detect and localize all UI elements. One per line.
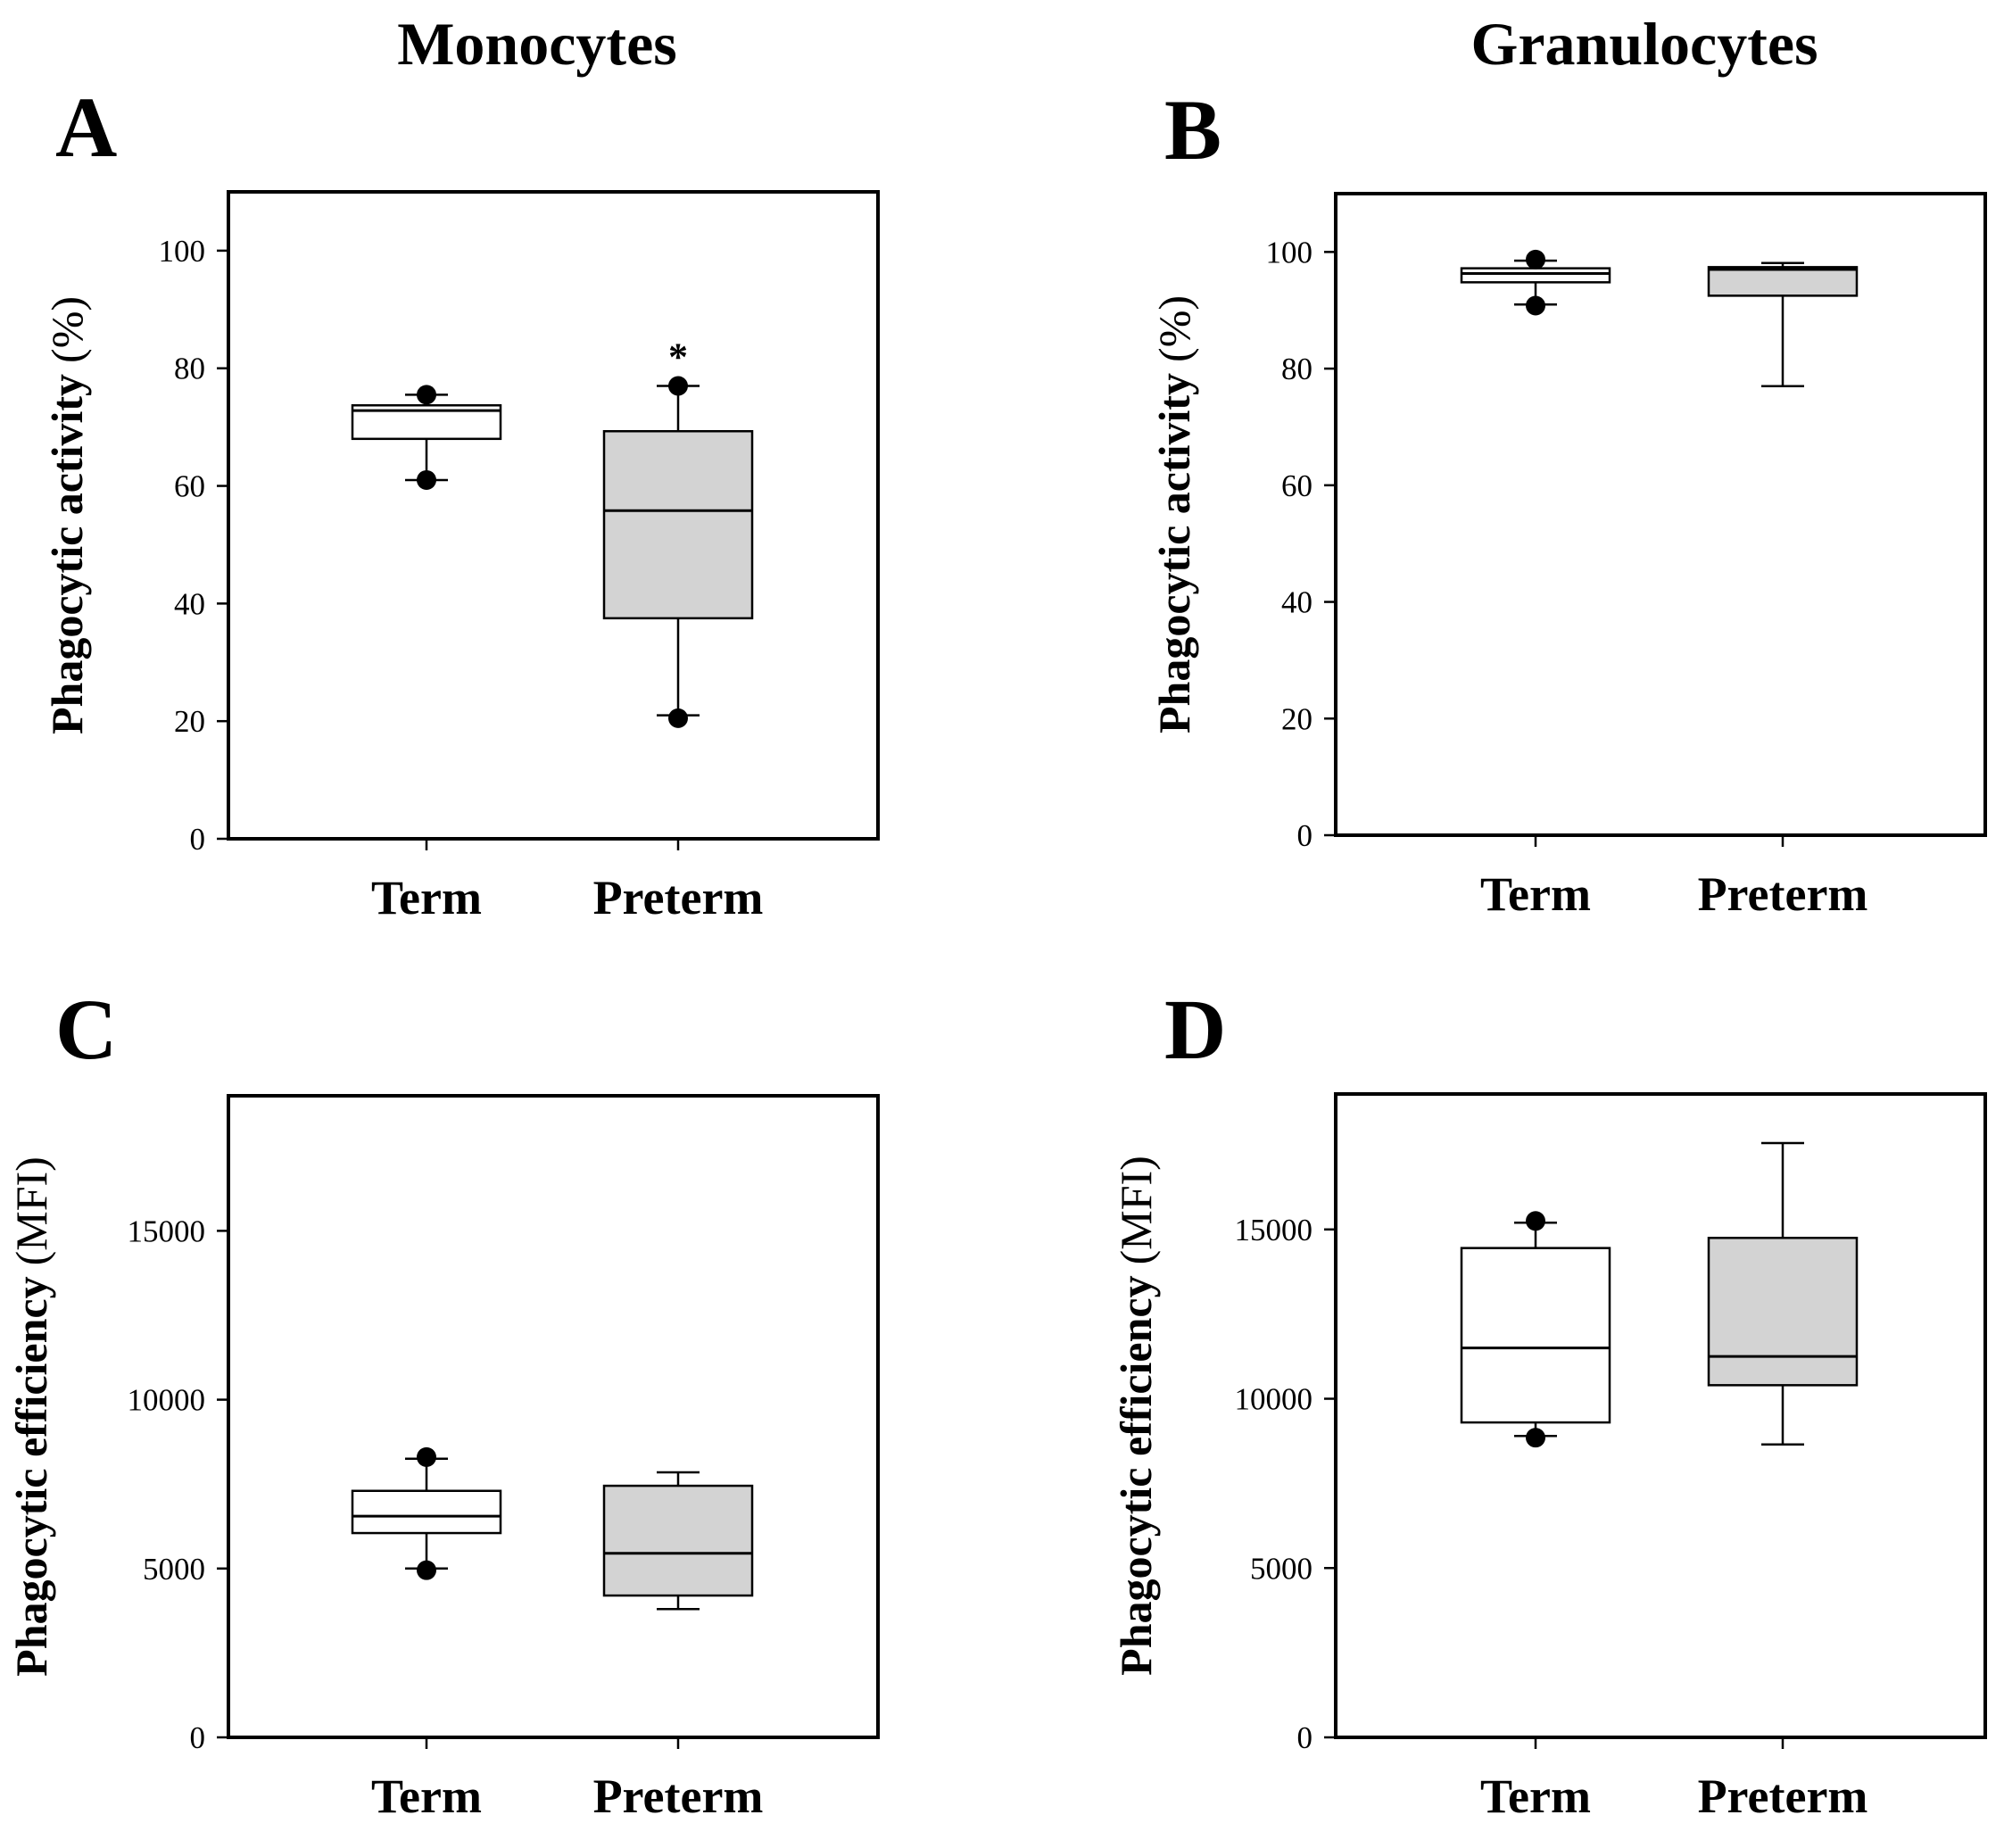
panel-a-preterm-significance-annotation: * bbox=[668, 336, 688, 379]
panel-d-ytick-label: 5000 bbox=[1250, 1551, 1313, 1586]
panel-a-ytick-label: 80 bbox=[174, 352, 205, 386]
panel-b-y-axis-label: Phagocytic activity (%) bbox=[1149, 295, 1199, 733]
panel-d-y-axis-label-main: Phagocytic efficiency bbox=[1111, 1275, 1161, 1675]
panel-a-term-outlier bbox=[417, 385, 436, 405]
panel-c-ytick-label: 5000 bbox=[143, 1552, 205, 1587]
panel-d-y-axis-label-unit: (MFI) bbox=[1111, 1156, 1161, 1264]
panel-c-ytick-label: 0 bbox=[190, 1720, 206, 1755]
panel-d-term-outlier bbox=[1526, 1428, 1545, 1448]
panel-d-preterm-box bbox=[1707, 1237, 1859, 1387]
panel-b-preterm-box bbox=[1707, 266, 1859, 297]
panel-b-ytick-label: 0 bbox=[1297, 818, 1313, 853]
panel-c-y-axis-label: Phagocytic efficiency (MFI) bbox=[6, 1156, 56, 1677]
panel-d-ytick-label: 15000 bbox=[1235, 1213, 1313, 1247]
panel-d-ytick-label: 0 bbox=[1297, 1720, 1313, 1755]
panel-a-category-label-preterm: Preterm bbox=[593, 871, 764, 924]
column-title-granulocytes: Granulocytes bbox=[1470, 10, 1818, 78]
panel-b-letter: B bbox=[1164, 82, 1221, 178]
panel-b-frame bbox=[1334, 192, 1987, 837]
panel-c: C 0 5000 10000 15000 Phagocytic efficiency (MF… bbox=[6, 982, 880, 1823]
panel-d-term-box bbox=[1460, 1247, 1611, 1424]
chart-panels: A 0 20 40 60 80 100 Phagocytic activity (%) Term P… bbox=[6, 79, 1987, 1823]
panel-c-term-box bbox=[351, 1489, 502, 1535]
panel-a-y-axis-label-main: Phagocytic activity bbox=[42, 374, 92, 734]
panel-d: D 0 5000 10000 15000 Phagocytic efficiency (MF… bbox=[1111, 982, 1987, 1823]
panel-c-preterm-box bbox=[602, 1484, 754, 1597]
panel-a: A 0 20 40 60 80 100 Phagocytic activity (%) Term P… bbox=[42, 79, 880, 924]
panel-d-term-outlier bbox=[1526, 1211, 1545, 1231]
panel-a-y-axis-label-unit: (%) bbox=[42, 296, 92, 363]
panel-a-ytick-label: 0 bbox=[190, 822, 206, 857]
panel-d-letter: D bbox=[1164, 982, 1226, 1077]
panel-d-ytick-label: 10000 bbox=[1235, 1382, 1313, 1417]
panel-c-frame bbox=[227, 1094, 880, 1739]
panel-b-term-box bbox=[1460, 267, 1611, 284]
panel-a-preterm-outlier bbox=[668, 376, 688, 396]
panel-a-ytick-label: 40 bbox=[174, 586, 205, 621]
panel-b-ytick-label: 80 bbox=[1281, 352, 1313, 386]
panel-b-ytick-label: 40 bbox=[1281, 585, 1313, 620]
panel-c-letter: C bbox=[55, 982, 117, 1077]
panel-c-y-axis-label-unit: (MFI) bbox=[6, 1156, 56, 1265]
panel-d-y-axis-label: Phagocytic efficiency (MFI) bbox=[1111, 1156, 1161, 1676]
column-title-monocytes: Monocytes bbox=[397, 10, 676, 78]
panel-a-frame bbox=[227, 190, 880, 841]
panel-c-ytick-label: 10000 bbox=[128, 1383, 206, 1418]
panel-a-ytick-label: 20 bbox=[174, 704, 205, 739]
panel-b-ytick-label: 20 bbox=[1281, 701, 1313, 736]
panel-c-y-axis-label-main: Phagocytic efficiency bbox=[6, 1276, 56, 1676]
panel-d-frame bbox=[1334, 1092, 1987, 1739]
panel-a-ytick-label: 60 bbox=[174, 469, 205, 504]
panel-b-term-outlier bbox=[1526, 295, 1545, 316]
panel-a-preterm-box bbox=[602, 430, 754, 620]
panel-a-category-label-term: Term bbox=[371, 871, 482, 924]
panel-b-y-axis-label-main: Phagocytic activity bbox=[1149, 373, 1199, 733]
panel-b-ytick-label: 100 bbox=[1266, 235, 1313, 269]
panel-a-y-axis-label: Phagocytic activity (%) bbox=[42, 296, 92, 734]
panel-c-category-label-term: Term bbox=[371, 1769, 482, 1823]
panel-a-ytick-label: 100 bbox=[159, 234, 206, 269]
panel-c-term-outlier bbox=[417, 1560, 436, 1580]
panel-a-letter: A bbox=[55, 79, 117, 175]
panel-a-term-outlier bbox=[417, 469, 436, 490]
panel-b-term-outlier bbox=[1526, 249, 1545, 269]
panel-b-ytick-label: 60 bbox=[1281, 468, 1313, 503]
panel-a-preterm-outlier bbox=[668, 708, 688, 728]
panel-b-category-label-preterm: Preterm bbox=[1698, 867, 1868, 921]
panel-c-term-outlier bbox=[417, 1446, 436, 1467]
panel-c-category-label-preterm: Preterm bbox=[593, 1769, 764, 1823]
panel-b-y-axis-label-unit: (%) bbox=[1149, 295, 1199, 362]
panel-b: B 0 20 40 60 80 100 Phagocytic activity (%) Term P… bbox=[1149, 82, 1987, 921]
panel-d-category-label-term: Term bbox=[1480, 1769, 1591, 1823]
panel-d-category-label-preterm: Preterm bbox=[1698, 1769, 1868, 1823]
panel-b-category-label-term: Term bbox=[1480, 867, 1591, 921]
panel-c-ytick-label: 15000 bbox=[128, 1214, 206, 1248]
